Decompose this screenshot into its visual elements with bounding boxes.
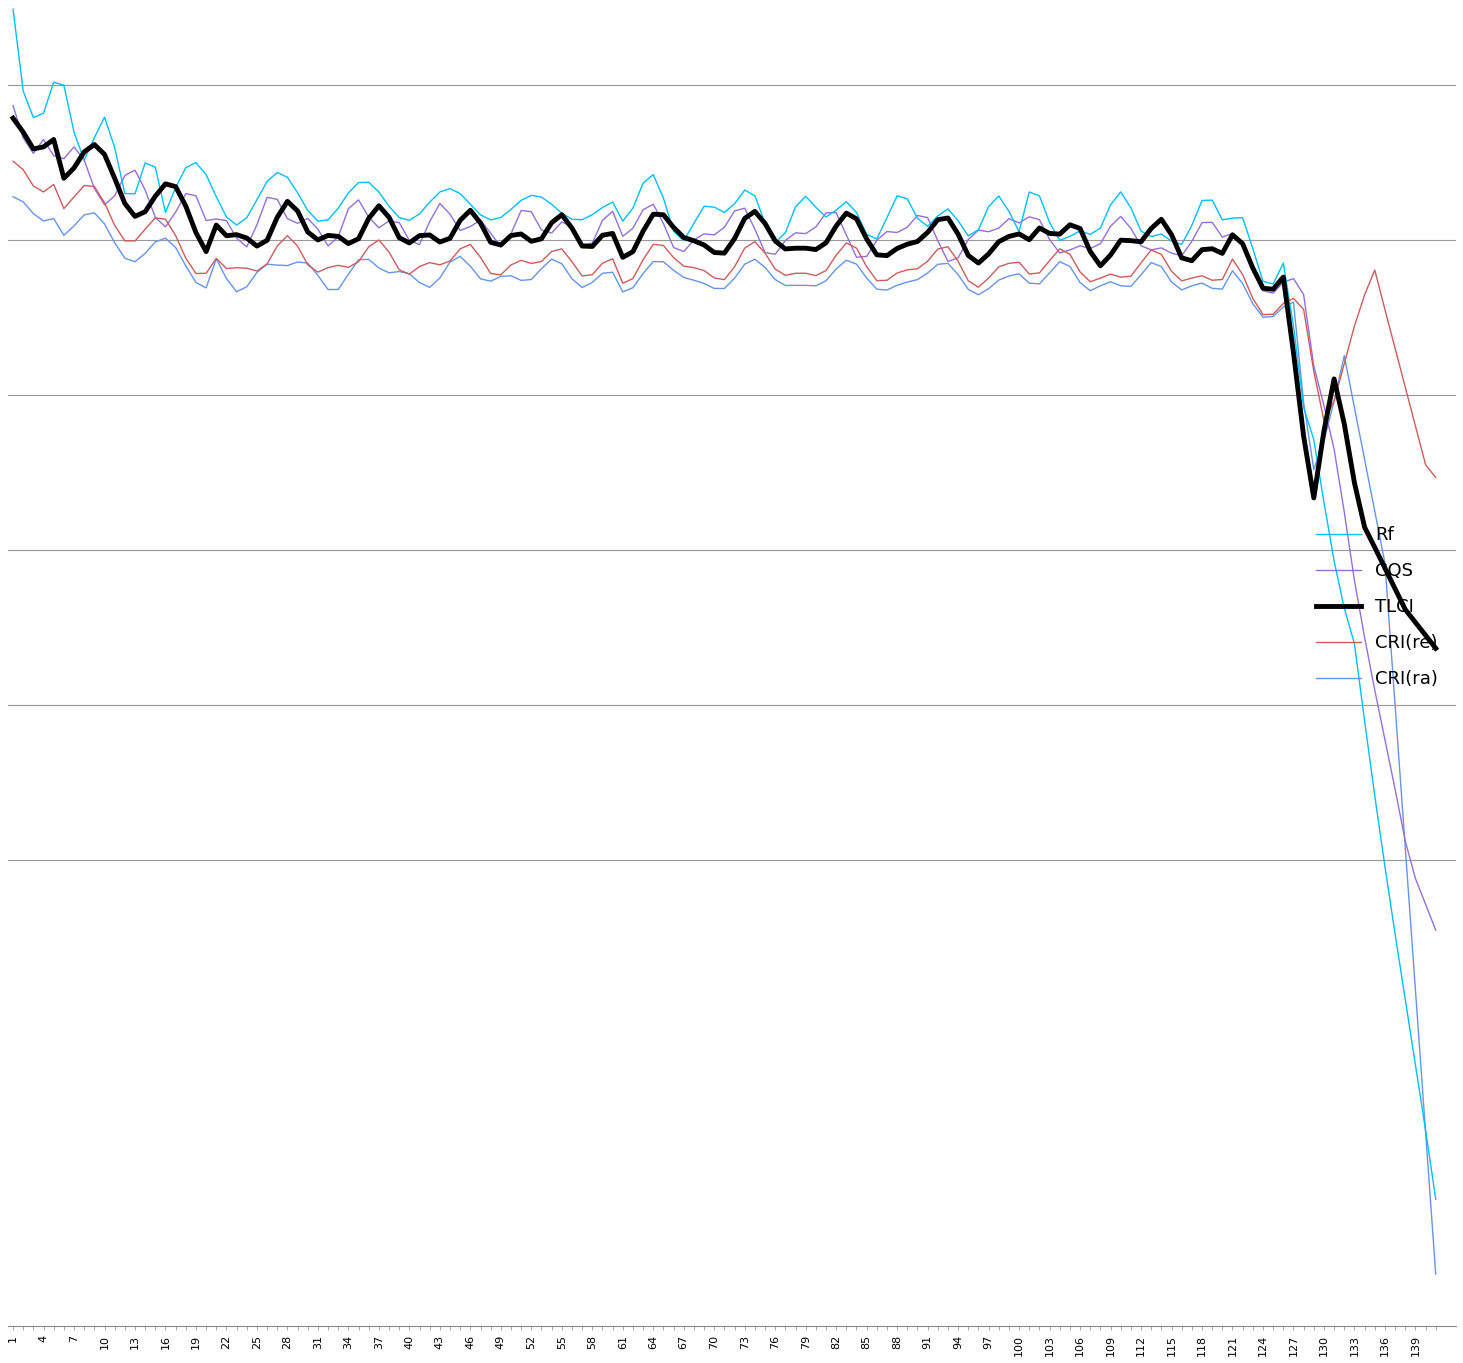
- Line: CRI(re): CRI(re): [13, 161, 1435, 477]
- Rf: [1213, 211, 1230, 228]
- CQS: [1213, 229, 1230, 245]
- TLCI: [4, 110, 22, 127]
- CRI(re): [15, 162, 32, 179]
- TLCI: [1244, 260, 1261, 277]
- TLCI: [1213, 245, 1230, 262]
- CQS: [85, 180, 102, 196]
- TLCI: [85, 136, 102, 153]
- CRI(re): [85, 179, 102, 195]
- CRI(re): [471, 249, 489, 266]
- TLCI: [15, 124, 32, 140]
- CRI(ra): [1426, 1266, 1444, 1283]
- CRI(ra): [471, 271, 489, 288]
- Rf: [1356, 713, 1374, 729]
- TLCI: [1356, 519, 1374, 536]
- Rf: [1244, 240, 1261, 256]
- Line: CQS: CQS: [13, 105, 1435, 930]
- Rf: [471, 207, 489, 224]
- Line: Rf: Rf: [13, 10, 1435, 1199]
- CRI(ra): [1213, 281, 1230, 297]
- Line: CRI(ra): CRI(ra): [13, 196, 1435, 1274]
- CQS: [1244, 262, 1261, 278]
- CQS: [471, 211, 489, 228]
- CRI(ra): [85, 204, 102, 221]
- TLCI: [471, 215, 489, 232]
- Rf: [15, 83, 32, 99]
- CRI(ra): [1356, 451, 1374, 468]
- CRI(re): [1356, 286, 1374, 303]
- CRI(re): [1213, 271, 1230, 288]
- Legend: Rf, CQS, TLCI, CRI(re), CRI(ra): Rf, CQS, TLCI, CRI(re), CRI(ra): [1306, 517, 1447, 698]
- CRI(ra): [1244, 296, 1261, 312]
- CRI(ra): [15, 194, 32, 210]
- Rf: [1426, 1191, 1444, 1208]
- CRI(re): [1426, 469, 1444, 485]
- CQS: [1356, 630, 1374, 646]
- CQS: [1426, 921, 1444, 938]
- Line: TLCI: TLCI: [13, 119, 1435, 649]
- Rf: [4, 1, 22, 18]
- CQS: [15, 129, 32, 146]
- CRI(re): [4, 153, 22, 169]
- CRI(re): [1244, 290, 1261, 307]
- CQS: [4, 97, 22, 113]
- CRI(ra): [4, 188, 22, 204]
- TLCI: [1426, 641, 1444, 657]
- Rf: [85, 129, 102, 146]
